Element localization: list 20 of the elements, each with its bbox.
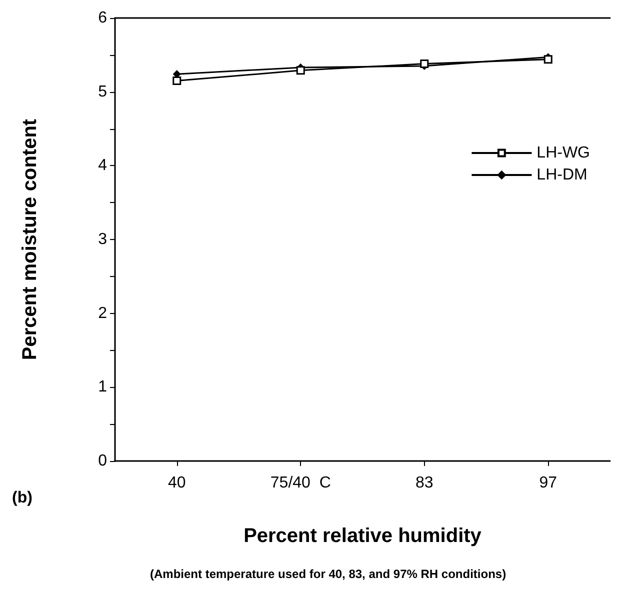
- y-tick-label: 3: [98, 231, 108, 248]
- y-axis-title: Percent moisture content: [19, 118, 41, 360]
- x-tick-label: 83: [415, 474, 434, 492]
- point: [544, 55, 552, 64]
- x-axis-title: Percent relative humidity: [244, 525, 482, 547]
- y-tick-label: 4: [98, 157, 108, 174]
- text: (Ambient temperature used for 40, 83, and 97% RH conditions): [150, 567, 506, 581]
- y-tick-label: 2: [98, 304, 108, 322]
- legend-label: LH-WG: [536, 144, 590, 162]
- point: [172, 76, 182, 86]
- y-tick-label: 5: [98, 83, 108, 100]
- text: (b): [12, 490, 32, 506]
- y-tick-label: 6: [98, 10, 108, 26]
- x-tick-label: 97: [539, 474, 558, 492]
- point: [296, 66, 305, 75]
- x-tick-label: 75/40 C: [270, 474, 331, 492]
- x-tick-label: 40: [168, 474, 186, 492]
- y-tick-label: 1: [98, 378, 108, 396]
- y-tick-label: 0: [98, 452, 108, 470]
- legend-label: LH-DM: [536, 166, 588, 184]
